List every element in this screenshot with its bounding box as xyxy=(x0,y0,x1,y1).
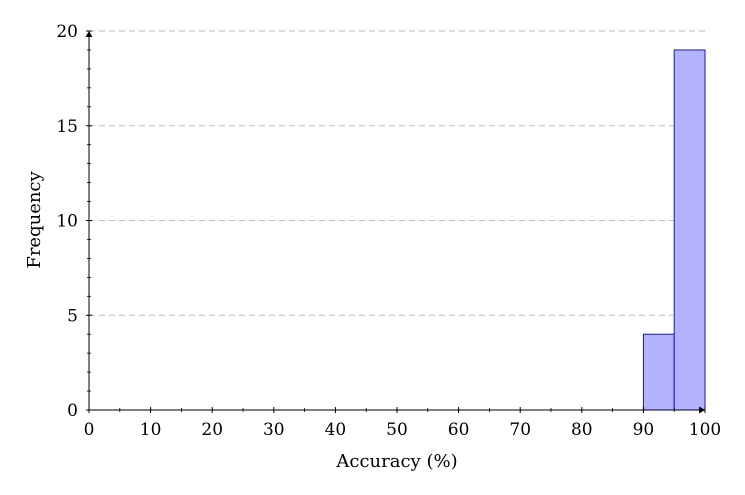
x-tick-label-40: 40 xyxy=(325,420,347,440)
y-tick-label-15: 15 xyxy=(56,117,78,137)
axes xyxy=(85,30,706,414)
x-axis-label: Accuracy (%) xyxy=(335,451,457,472)
x-tick-label-0: 0 xyxy=(84,420,95,440)
tick-labels: 0 10 20 30 40 50 60 70 80 90 100 0 5 10 15 20 xyxy=(56,22,721,440)
x-tick-label-30: 30 xyxy=(263,420,285,440)
x-tick-label-10: 10 xyxy=(140,420,162,440)
histogram-bars xyxy=(642,49,706,411)
y-tick-label-5: 5 xyxy=(67,306,78,326)
x-tick-label-20: 20 xyxy=(201,420,223,440)
y-axis-arrow-icon xyxy=(85,31,93,37)
grid-lines xyxy=(89,30,705,316)
y-axis-label: Frequency xyxy=(24,170,45,268)
x-tick-label-90: 90 xyxy=(633,420,655,440)
histogram-bar-2 xyxy=(673,49,706,411)
histogram-bar-1 xyxy=(642,333,675,411)
x-tick-label-100: 100 xyxy=(689,420,721,440)
x-tick-label-70: 70 xyxy=(509,420,531,440)
x-tick-label-60: 60 xyxy=(448,420,470,440)
y-tick-label-0: 0 xyxy=(67,401,78,421)
y-tick-label-10: 10 xyxy=(56,212,78,232)
x-axis-arrow-icon xyxy=(699,406,705,414)
x-tick-label-80: 80 xyxy=(571,420,593,440)
y-tick-label-20: 20 xyxy=(56,22,78,42)
x-tick-label-50: 50 xyxy=(386,420,408,440)
